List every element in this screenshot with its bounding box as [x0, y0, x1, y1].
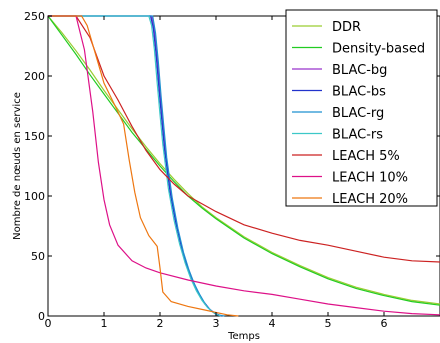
legend-box [285, 9, 438, 207]
legend-label-7: LEACH 5% [332, 149, 400, 164]
legend-label-5: BLAC-rg [332, 106, 384, 121]
legend-label-2: Density-based [332, 42, 425, 57]
legend-label-4: BLAC-bs [332, 85, 386, 100]
y-tick-label: 100 [24, 190, 45, 203]
x-axis-label: Temps [227, 331, 260, 342]
y-tick-label: 150 [24, 130, 45, 143]
legend: DDR Density-based BLAC-bg BLAC-bs BLAC-rg BLA… [285, 9, 438, 207]
series-layer [47, 15, 440, 317]
y-tick-label: 0 [38, 310, 45, 323]
x-tick-label: 3 [213, 317, 220, 330]
series-line-7 [48, 15, 440, 263]
series-line-9 [48, 15, 239, 317]
x-tick-label: 1 [101, 317, 108, 330]
legend-label-8: LEACH 10% [332, 171, 408, 186]
legend-label-1: DDR [332, 20, 361, 35]
y-axis-label: Nombre de nœuds en service [12, 92, 23, 240]
legend-label-3: BLAC-bg [332, 63, 387, 78]
y-tick-label: 200 [24, 70, 45, 83]
x-axis-ticks: 0 1 2 3 4 5 6 [45, 16, 388, 330]
x-tick-label: 4 [269, 317, 276, 330]
y-tick-label: 250 [24, 10, 45, 23]
legend-label-9: LEACH 20% [332, 192, 408, 207]
y-tick-label: 50 [31, 250, 45, 263]
series-line-1 [47, 15, 440, 305]
x-tick-label: 0 [45, 317, 52, 330]
legend-label-6: BLAC-rs [332, 128, 383, 143]
series-line-6 [48, 15, 221, 317]
x-tick-label: 2 [157, 317, 164, 330]
x-tick-label: 6 [381, 317, 388, 330]
y-axis-ticks: 0 50 100 150 200 250 [24, 10, 440, 323]
x-tick-label: 5 [325, 317, 332, 330]
